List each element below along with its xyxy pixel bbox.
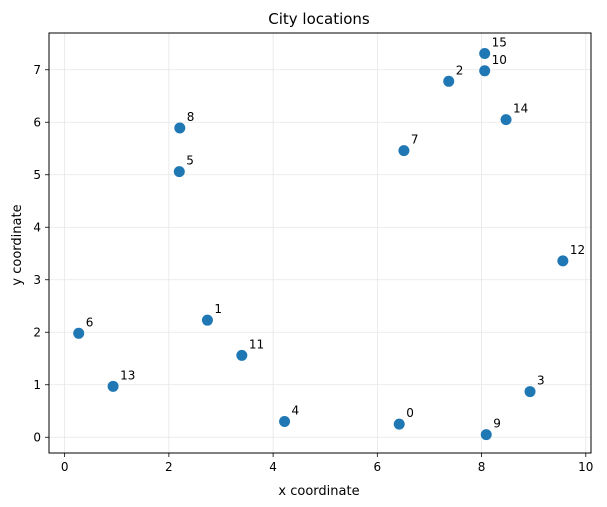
city-point	[479, 65, 491, 77]
city-label: 7	[411, 133, 419, 147]
city-point	[479, 47, 491, 59]
y-tick-label: 3	[33, 273, 41, 287]
city-label: 4	[292, 404, 300, 418]
city-point	[73, 327, 85, 339]
city-label: 1	[214, 302, 222, 316]
grid	[49, 33, 591, 453]
y-tick-label: 2	[33, 325, 41, 339]
x-tick-label: 6	[374, 460, 382, 474]
city-point	[398, 145, 410, 157]
y-tick-label: 5	[33, 168, 41, 182]
city-point	[173, 166, 185, 178]
y-tick-label: 7	[33, 63, 41, 77]
y-tick-label: 0	[33, 430, 41, 444]
x-tick-label: 0	[61, 460, 69, 474]
city-point	[480, 429, 492, 441]
city-point	[393, 418, 405, 430]
city-point	[279, 416, 291, 427]
city-point	[524, 386, 536, 398]
x-tick-label: 4	[269, 460, 277, 474]
city-point	[107, 380, 119, 392]
city-point	[201, 314, 213, 326]
city-label: 3	[537, 374, 545, 388]
plot-area-frame	[48, 32, 592, 454]
city-label: 2	[456, 63, 464, 77]
city-label: 14	[513, 102, 528, 116]
city-label: 9	[493, 417, 501, 431]
city-label: 8	[187, 110, 195, 124]
x-tick-label: 2	[165, 460, 173, 474]
x-tick-label: 8	[478, 460, 486, 474]
city-label: 5	[186, 154, 194, 168]
city-label: 15	[492, 35, 507, 49]
y-tick-label: 6	[33, 115, 41, 129]
chart-title: City locations	[268, 10, 370, 28]
x-axis-label: x coordinate	[278, 484, 359, 499]
city-label: 12	[570, 243, 585, 257]
city-label: 11	[249, 337, 264, 351]
y-tick-label: 1	[33, 378, 41, 392]
city-point	[500, 114, 512, 126]
city-label: 6	[86, 315, 94, 329]
city-label: 13	[120, 368, 135, 382]
y-tick-label: 4	[33, 220, 41, 234]
city-point	[174, 122, 186, 134]
city-label: 0	[406, 406, 414, 420]
city-point	[236, 349, 248, 361]
x-tick-label: 10	[578, 460, 593, 474]
city-point	[557, 255, 569, 267]
city-point	[443, 75, 455, 87]
city-label: 10	[492, 53, 507, 67]
y-axis-label: y coordinate	[10, 204, 25, 285]
